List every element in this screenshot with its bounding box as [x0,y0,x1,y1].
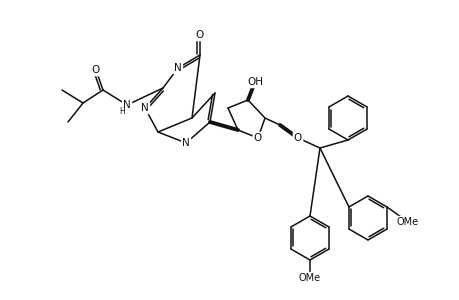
Text: O: O [293,133,302,143]
Text: N: N [123,100,131,110]
Text: O: O [92,65,100,75]
Text: OH: OH [246,77,263,87]
Text: N: N [182,138,190,148]
Text: OMe: OMe [298,273,320,283]
Text: O: O [253,133,262,143]
Text: O: O [196,30,204,40]
Text: OMe: OMe [396,217,418,227]
Text: N: N [141,103,149,113]
Text: H: H [119,106,124,116]
Text: N: N [174,63,181,73]
